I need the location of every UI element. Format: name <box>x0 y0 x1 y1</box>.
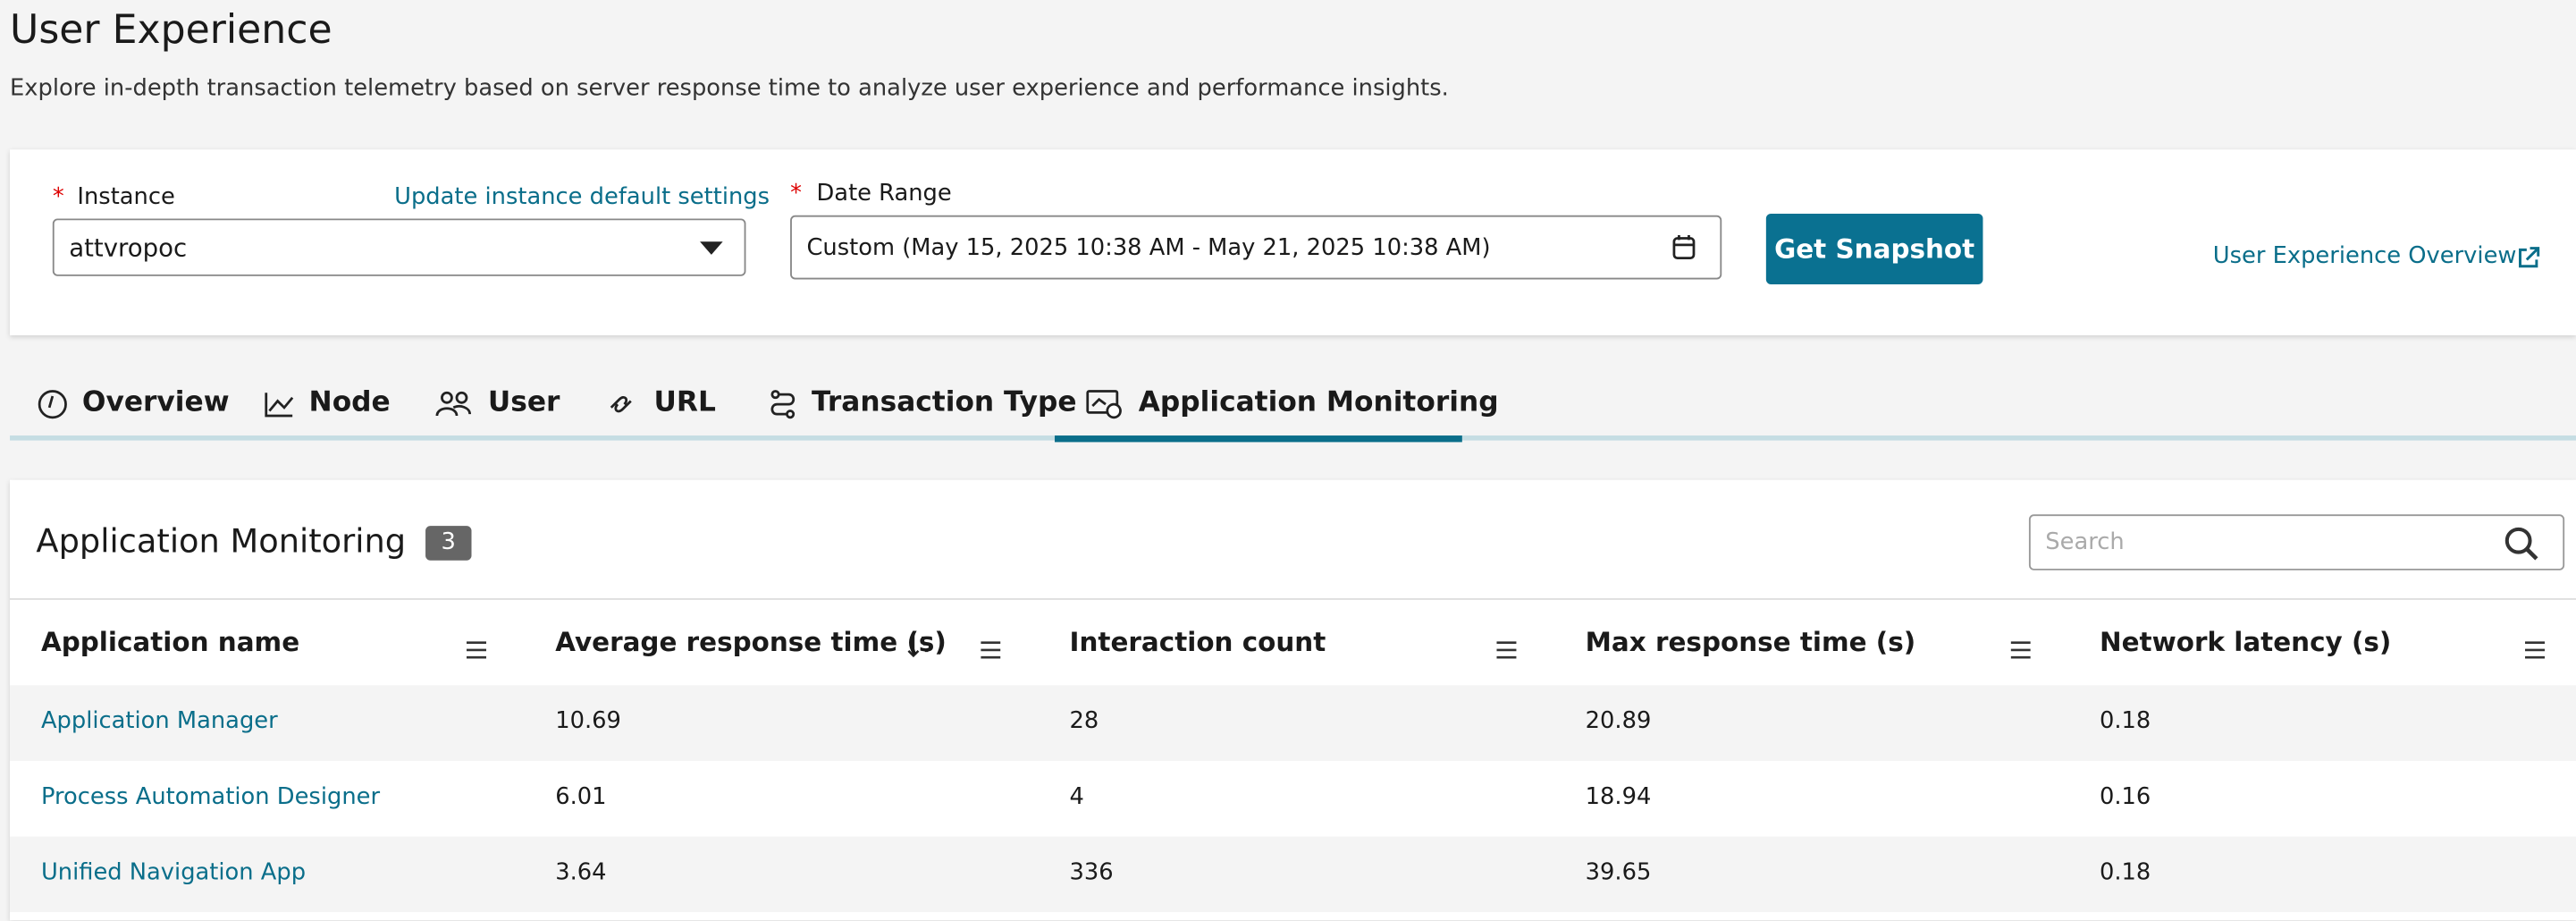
calendar-icon <box>1672 234 1696 259</box>
count-badge: 3 <box>425 526 472 561</box>
tab[interactable]: Node <box>308 385 391 419</box>
table-cell: 18.94 <box>1585 783 1652 811</box>
required-mark: * <box>790 181 802 207</box>
column-header[interactable]: Application name <box>40 626 300 658</box>
table-cell: 20.89 <box>1585 708 1652 735</box>
page-subtitle: Explore in-depth transaction telemetry b… <box>10 75 1449 102</box>
table-cell: 0.16 <box>2099 783 2151 811</box>
tab-icons <box>38 390 1122 419</box>
column-menu[interactable] <box>2525 634 2546 665</box>
sort-icon <box>907 634 932 658</box>
column-header[interactable]: Max response time (s) <box>1585 626 1916 658</box>
table-row <box>10 760 2576 837</box>
search-placeholder: Search <box>2045 528 2125 556</box>
page-title: User Experience <box>10 6 333 53</box>
date-value: Custom (May 15, 2025 10:38 AM - May 21, … <box>806 234 1491 262</box>
date-input[interactable]: Custom (May 15, 2025 10:38 AM - May 21, … <box>790 215 1722 280</box>
tab[interactable]: Application Monitoring <box>1138 385 1499 419</box>
tab[interactable]: URL <box>653 385 716 419</box>
search-box[interactable]: Search <box>2028 514 2565 570</box>
column-menu[interactable] <box>981 634 1001 665</box>
column-menu[interactable] <box>2010 634 2031 665</box>
app-link[interactable]: Application Manager <box>40 708 278 735</box>
table-cell: 3.64 <box>555 859 607 886</box>
instance-value: attvropoc <box>69 232 188 264</box>
table-cell: 10.69 <box>555 708 621 735</box>
column-menu[interactable] <box>1496 634 1517 665</box>
table-cell: 6.01 <box>555 783 607 811</box>
table-cell: 28 <box>1069 708 1099 735</box>
table-cell: 39.65 <box>1585 859 1652 886</box>
external-icon <box>2519 247 2540 268</box>
required-mark: * <box>52 183 64 211</box>
instance-label: Instance <box>77 183 175 211</box>
table-cell: 0.18 <box>2099 859 2151 886</box>
app-link[interactable]: Unified Navigation App <box>40 859 307 886</box>
table-cell: 336 <box>1069 859 1114 886</box>
overview-link[interactable]: User Experience Overview <box>2212 243 2517 270</box>
tab[interactable]: Overview <box>81 385 230 419</box>
table-cell: 4 <box>1069 783 1084 811</box>
caret <box>699 241 723 255</box>
instance-select[interactable]: attvropoc <box>52 218 746 276</box>
column-header[interactable]: Network latency (s) <box>2099 626 2392 658</box>
app-link[interactable]: Process Automation Designer <box>40 783 381 811</box>
table-row <box>10 836 2576 913</box>
tab[interactable]: Transaction Type <box>811 385 1077 419</box>
table-cell: 0.18 <box>2099 708 2151 735</box>
date-label: Date Range <box>816 181 952 207</box>
tab-active-underline <box>1054 435 1462 443</box>
snapshot-button[interactable]: Get Snapshot <box>1765 213 1983 284</box>
tab[interactable]: User <box>487 385 560 419</box>
column-header[interactable]: Average response time (s) <box>555 626 947 658</box>
column-header[interactable]: Interaction count <box>1069 626 1326 658</box>
column-menu[interactable] <box>466 634 487 665</box>
table-title: Application Monitoring <box>36 520 407 561</box>
instance-link[interactable]: Update instance default settings <box>394 183 770 211</box>
table-row <box>10 685 2576 761</box>
search-icon <box>2504 527 2538 561</box>
